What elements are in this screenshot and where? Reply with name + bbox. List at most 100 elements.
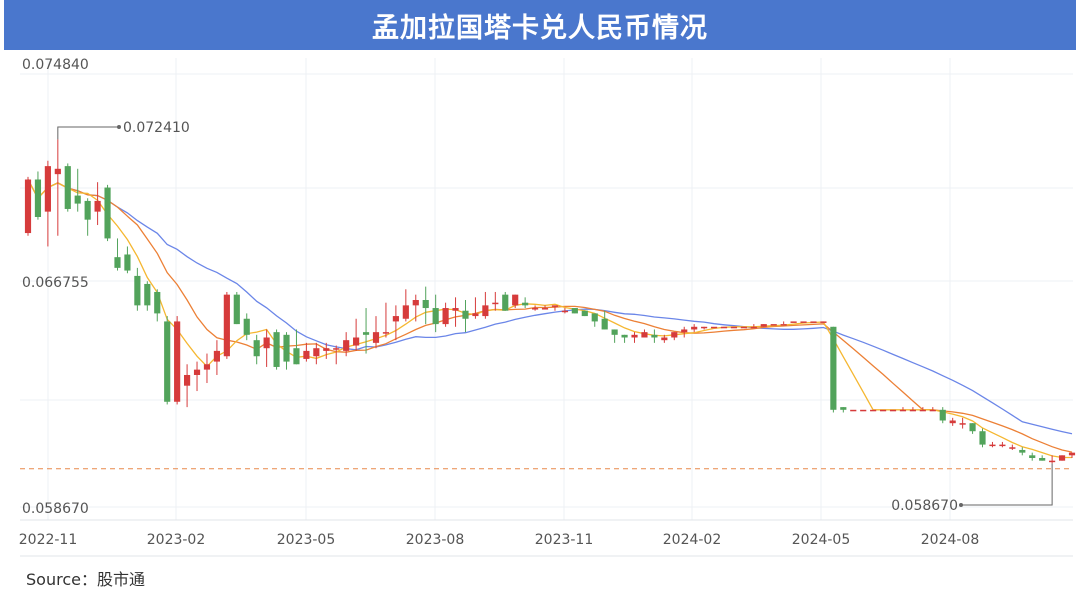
candle-body (939, 409, 946, 421)
candle-body (283, 334, 290, 362)
ma-fast-line (27, 179, 1072, 459)
candle-body (104, 187, 111, 239)
candle-body (870, 409, 877, 412)
candle-body (203, 364, 211, 370)
candle-body (1029, 455, 1036, 458)
candle-body (621, 334, 628, 338)
max-annotation-leader (57, 126, 118, 140)
candle-body (184, 374, 191, 386)
candle-body (820, 321, 827, 323)
candle-body (571, 308, 578, 314)
candle-body (532, 308, 539, 310)
candle-body (482, 305, 489, 317)
candle-body (830, 326, 837, 410)
chart-title-bar: 孟加拉国塔卡兑人民币情况 (4, 0, 1076, 50)
candle-body (989, 444, 996, 447)
candle-body (193, 369, 201, 375)
candle-body (999, 444, 1006, 447)
x-tick-label: 2023-08 (406, 532, 465, 548)
candle-body (362, 332, 370, 335)
max-annotation-label: 0.072410 (123, 120, 190, 136)
candle-body (1009, 447, 1016, 449)
min-annotation-dot (959, 503, 963, 507)
candle-body (959, 423, 966, 425)
candle-body (601, 318, 608, 330)
candle-body (691, 326, 698, 330)
chart-title: 孟加拉国塔卡兑人民币情况 (372, 12, 708, 44)
candle-body (541, 308, 549, 310)
candle-body (1068, 452, 1076, 456)
candle-body (144, 283, 151, 306)
candle-body (154, 291, 161, 314)
candle-body (750, 326, 757, 329)
candle-body (44, 166, 51, 212)
candle-body (710, 326, 718, 329)
source-note: Source：股市通 (26, 570, 145, 589)
candle-body (909, 409, 916, 412)
candle-body (730, 326, 738, 329)
candle-body (880, 409, 887, 412)
candle-body (631, 334, 638, 338)
candle-body (502, 294, 509, 311)
candle-body (591, 313, 598, 322)
candle-body (303, 350, 310, 359)
y-tick-label: 0.066755 (22, 275, 89, 291)
candle-body (681, 329, 688, 333)
y-tick-label: 0.074840 (22, 57, 89, 73)
candle-body (223, 294, 230, 357)
candle-body (422, 300, 429, 309)
x-tick-label: 2024-08 (921, 532, 980, 548)
candle-body (114, 257, 121, 268)
x-tick-label: 2022-11 (19, 532, 78, 548)
candle-body (432, 308, 439, 325)
candle-body (561, 310, 568, 313)
candle-body (1039, 457, 1046, 461)
candle-body (1058, 455, 1066, 461)
x-tick-label: 2024-02 (663, 532, 722, 548)
candle-body (581, 310, 588, 317)
candle-body (929, 409, 936, 412)
candle-body (412, 300, 419, 306)
candle-body (979, 431, 986, 445)
candle-body (740, 326, 747, 329)
candle-body (760, 324, 767, 327)
candle-body (551, 305, 559, 307)
candle-body (1019, 449, 1026, 453)
candle-body (84, 200, 91, 220)
candle-body (671, 332, 678, 338)
candle-body (462, 310, 469, 319)
candle-body (353, 337, 360, 346)
candle-body (790, 321, 797, 323)
candle-body (382, 332, 390, 334)
candle-body (392, 316, 399, 322)
ma-slow-line (27, 179, 1073, 435)
candle-body (243, 318, 250, 335)
candle-body (810, 321, 817, 323)
candle-body (333, 348, 340, 350)
candle-body (651, 334, 658, 338)
candle-body (372, 332, 380, 343)
min-annotation-label: 0.058670 (891, 498, 958, 514)
candle-body (800, 321, 807, 323)
candle-body (24, 179, 32, 234)
candle-body (442, 308, 449, 325)
candle-body (701, 326, 708, 329)
candle-body (492, 302, 499, 305)
x-tick-label: 2023-05 (277, 532, 336, 548)
candle-body (770, 324, 777, 326)
x-tick-label: 2023-02 (147, 532, 206, 548)
candle-body (641, 332, 648, 338)
candle-body (74, 195, 81, 204)
candle-body (343, 340, 350, 351)
min-annotation-leader (962, 463, 1053, 506)
candle-body (313, 348, 320, 357)
candle-body (134, 275, 141, 306)
candle-body (253, 340, 260, 357)
candle-body (323, 348, 330, 351)
candle-body (949, 420, 956, 424)
candle-body (780, 324, 787, 326)
candle-body (263, 337, 270, 349)
candle-body (54, 168, 61, 175)
candle-body (293, 348, 300, 365)
